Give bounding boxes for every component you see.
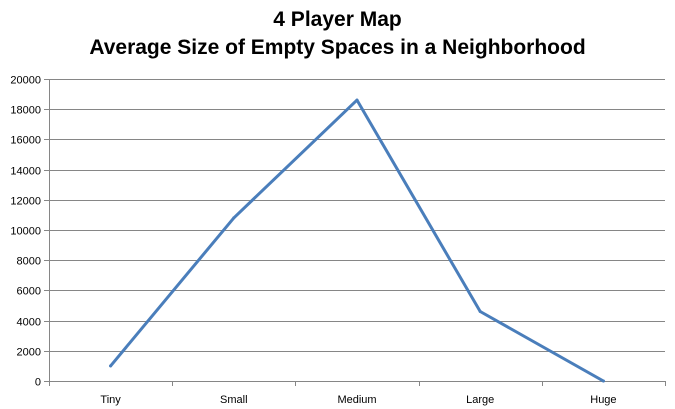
y-tick-label: 14000	[10, 166, 41, 178]
data-point-large	[478, 310, 482, 313]
x-tick-label-large: Large	[466, 394, 494, 406]
y-tick-label: 20000	[10, 75, 41, 87]
x-tick-label-small: Small	[220, 394, 248, 406]
y-tick-label: 10000	[10, 226, 41, 238]
gridlines	[49, 79, 665, 352]
data-point-huge	[601, 379, 605, 383]
x-axis-ticks: Tiny Small Medium Large Huge	[49, 381, 666, 406]
x-tick-label-huge: Huge	[590, 394, 616, 406]
y-tick-label: 18000	[10, 105, 41, 117]
chart-subtitle: Average Size of Empty Spaces in a Neighb…	[89, 36, 586, 59]
data-point-tiny	[109, 364, 113, 368]
y-tick-label: 12000	[10, 196, 41, 208]
data-point-medium	[355, 98, 359, 102]
y-tick-label: 16000	[10, 135, 41, 147]
chart-title: 4 Player Map	[273, 8, 402, 31]
y-tick-label: 0	[35, 377, 41, 389]
series-line-0	[109, 98, 605, 383]
y-tick-label: 6000	[17, 286, 41, 298]
series-group	[109, 98, 605, 383]
y-axis-ticks: 0 2000 4000 6000 8000 10000 12000 14000 16000 180…	[10, 75, 49, 389]
y-tick-label: 8000	[17, 256, 41, 268]
data-point-small	[232, 216, 236, 220]
y-tick-label: 2000	[17, 347, 41, 359]
x-tick-label-tiny: Tiny	[100, 394, 121, 406]
x-tick-label-medium: Medium	[337, 394, 376, 406]
y-tick-label: 4000	[17, 317, 41, 329]
axes	[49, 79, 665, 382]
